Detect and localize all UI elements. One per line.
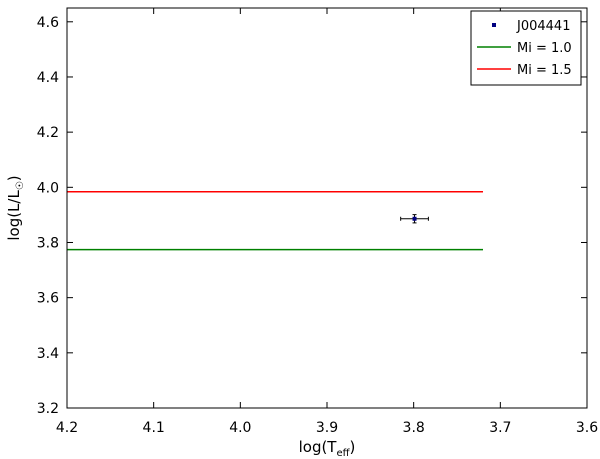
y-tick-label: 4.4 bbox=[37, 70, 59, 86]
axes-frame bbox=[66, 7, 588, 409]
x-axis-label-sub: eff bbox=[336, 448, 350, 459]
x-tick-label: 4.2 bbox=[56, 420, 78, 436]
plot-area bbox=[67, 190, 483, 251]
y-axis-label-sub: ☉ bbox=[15, 181, 26, 190]
x-axis-ticks: 4.2 4.1 4.0 3.9 3.8 3.7 3.6 bbox=[56, 8, 598, 436]
x-tick-label: 3.6 bbox=[576, 420, 598, 436]
y-tick-label: 4.6 bbox=[37, 15, 59, 31]
x-axis-label-close: ) bbox=[350, 438, 356, 456]
x-tick-label: 3.8 bbox=[403, 420, 425, 436]
y-tick-label: 3.4 bbox=[37, 346, 59, 362]
x-tick-label: 4.0 bbox=[229, 420, 251, 436]
y-axis-label: log(L/L☉) bbox=[5, 175, 26, 240]
y-axis-label-close: ) bbox=[5, 175, 23, 181]
x-tick-label: 3.9 bbox=[316, 420, 338, 436]
y-axis-label-main: log(L/L bbox=[5, 190, 23, 241]
legend: J004441 Mi = 1.0 Mi = 1.5 bbox=[470, 10, 582, 86]
x-tick-label: 3.7 bbox=[489, 420, 511, 436]
y-tick-label: 3.2 bbox=[37, 401, 59, 417]
x-axis-label: log(Teff) bbox=[299, 438, 356, 459]
legend-label: Mi = 1.0 bbox=[517, 41, 572, 56]
legend-box bbox=[470, 10, 582, 86]
y-tick-label: 4.0 bbox=[37, 180, 59, 196]
data-point bbox=[412, 216, 417, 221]
legend-label: J004441 bbox=[516, 19, 570, 34]
x-axis-label-main: log(T bbox=[299, 438, 338, 456]
y-tick-label: 3.8 bbox=[37, 235, 59, 251]
y-tick-label: 3.6 bbox=[37, 291, 59, 307]
x-tick-label: 4.1 bbox=[143, 420, 165, 436]
legend-marker bbox=[492, 23, 496, 27]
y-tick-label: 4.2 bbox=[37, 125, 59, 141]
y-axis-ticks: 3.2 3.4 3.6 3.8 4.0 4.2 4.4 4.6 bbox=[37, 15, 587, 417]
legend-label: Mi = 1.5 bbox=[517, 63, 572, 78]
